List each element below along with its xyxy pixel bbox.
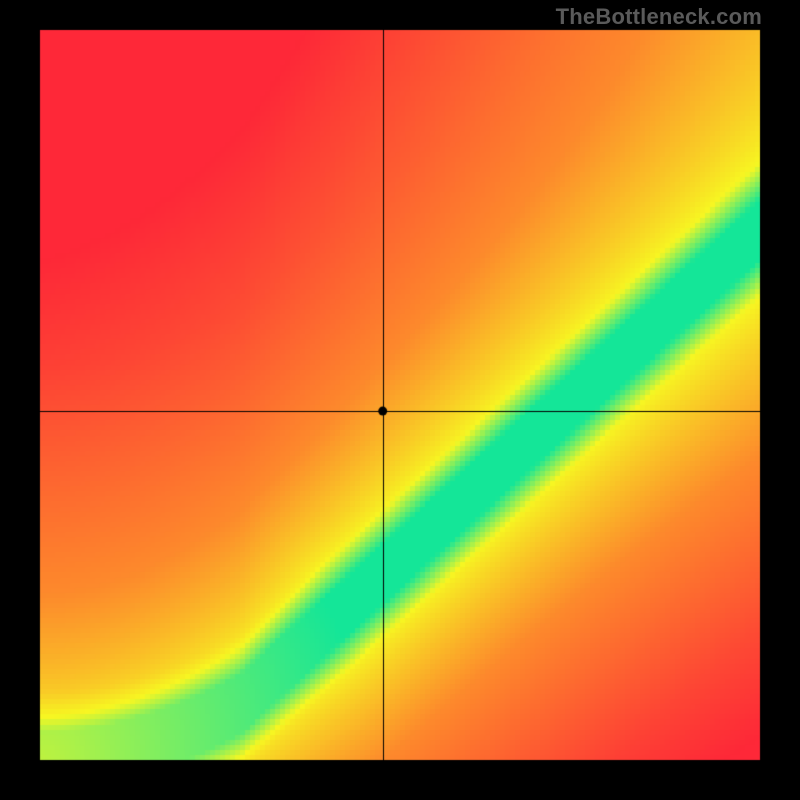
chart-container: TheBottleneck.com xyxy=(0,0,800,800)
bottleneck-heatmap xyxy=(0,0,800,800)
watermark-text: TheBottleneck.com xyxy=(556,4,762,30)
